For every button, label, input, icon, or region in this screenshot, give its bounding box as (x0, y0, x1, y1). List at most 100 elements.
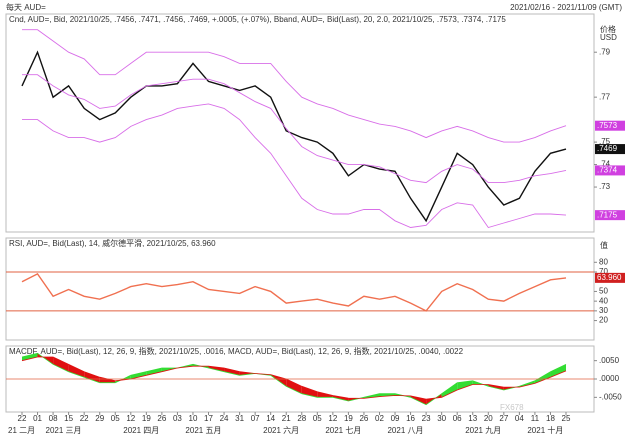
x-tick-label: 19 (142, 414, 151, 423)
y-tick-label: .74 (599, 160, 611, 169)
x-tick-label: 04 (515, 414, 524, 423)
value-marker (595, 210, 625, 221)
x-tick-label: 09 (391, 414, 400, 423)
macd-fill (488, 384, 504, 390)
value-marker (595, 144, 625, 155)
macd-fill (301, 386, 318, 398)
series-line (22, 74, 567, 184)
x-tick-label: 13 (468, 414, 477, 423)
x-tick-label: 05 (111, 414, 120, 423)
value-marker (595, 165, 625, 176)
x-tick-label: 26 (157, 414, 166, 423)
x-tick-label: 30 (437, 414, 446, 423)
x-tick-label: 02 (375, 414, 384, 423)
x-tick-label: 29 (95, 414, 104, 423)
series-line (21, 273, 567, 312)
month-label: 2021 八月 (387, 426, 423, 435)
macd-fill (317, 391, 333, 398)
x-tick-label: 05 (313, 414, 322, 423)
value-marker-label: 63.960 (597, 273, 622, 282)
macd-fill (68, 364, 85, 378)
value-marker (595, 120, 625, 131)
macd-fill (84, 371, 100, 383)
y-tick-label: .79 (599, 47, 611, 56)
x-tick-label: 25 (562, 414, 571, 423)
x-tick-label: 10 (189, 414, 198, 423)
x-tick-label: 08 (49, 414, 58, 423)
series-line (22, 103, 567, 229)
panel (5, 237, 595, 341)
macd-fill (239, 371, 256, 376)
y-tick-label: 40 (599, 296, 608, 305)
series-line (22, 29, 567, 143)
x-tick-label: 11 (531, 414, 540, 423)
x-tick-label: 12 (126, 414, 135, 423)
panel (5, 13, 595, 233)
y-tick-label: .73 (599, 182, 611, 191)
macd-fill (550, 364, 566, 378)
month-label: 2021 四月 (123, 426, 159, 435)
x-tick-label: 18 (546, 414, 555, 423)
month-label: 2021 六月 (263, 425, 299, 435)
series-line (21, 352, 567, 406)
x-tick-label: 12 (328, 414, 337, 423)
value-marker-label: .7175 (597, 210, 618, 219)
unit: USD (600, 33, 617, 42)
x-tick-label: 07 (251, 414, 260, 423)
x-tick-label: 16 (406, 414, 415, 423)
y-tick-label: 50 (599, 287, 608, 296)
macd-fill (130, 371, 147, 379)
unit: 值 (600, 240, 608, 250)
month-label: 21 二月 (8, 426, 35, 435)
month-label: 2021 十月 (527, 425, 563, 435)
macd-fill (99, 377, 116, 383)
macd-fill (534, 371, 551, 384)
x-tick-label: 14 (266, 414, 275, 423)
x-tick-label: 21 (282, 414, 291, 423)
x-tick-label: 06 (453, 414, 462, 423)
x-tick-label: 17 (204, 414, 213, 423)
month-label: 2021 九月 (465, 426, 501, 435)
y-tick-label: 80 (599, 257, 608, 266)
macd-fill (441, 382, 458, 398)
macd-fill (379, 393, 396, 397)
month-label: 2021 五月 (185, 426, 221, 435)
unit: 价格 (600, 24, 616, 34)
series-line (21, 50, 567, 223)
x-tick-label: 19 (344, 414, 353, 423)
x-tick-label: 26 (359, 414, 368, 423)
value-marker-label: .7573 (597, 121, 618, 130)
y-tick-label: .0050 (599, 356, 620, 365)
series-line (21, 356, 567, 400)
x-tick-label: 15 (64, 414, 73, 423)
value-marker-label: .7374 (597, 166, 618, 175)
x-tick-label: 31 (235, 414, 244, 423)
macd-fill (332, 395, 349, 401)
x-tick-label: 01 (33, 414, 42, 423)
x-tick-label: 03 (173, 414, 182, 423)
x-tick-label: 20 (484, 414, 493, 423)
watermark: FX678 (500, 403, 524, 412)
panel-legend: MACDF, AUD=, Bid(Last), 12, 26, 9, 指数, 2… (9, 346, 464, 356)
y-tick-label: 30 (599, 306, 608, 315)
x-tick-label: 24 (220, 414, 229, 423)
macd-fill (22, 353, 38, 361)
macd-fill (224, 368, 240, 376)
x-tick-label: 22 (80, 414, 89, 423)
panel-legend: Cnd, AUD=, Bid, 2021/10/25, .7456, .7471… (9, 15, 506, 24)
macd-fill (53, 357, 69, 372)
y-tick-label: -.0050 (599, 392, 622, 401)
x-tick-label: 28 (297, 414, 306, 423)
macd-fill (146, 368, 162, 376)
x-tick-label: 22 (18, 414, 27, 423)
macd-fill (286, 379, 302, 394)
y-tick-label: .77 (599, 92, 611, 101)
macd-fill (208, 366, 225, 372)
value-marker-label: .7469 (597, 144, 618, 153)
date-range: 2021/02/16 - 2021/11/09 (GMT) (510, 3, 622, 12)
y-tick-label: .75 (599, 137, 611, 146)
x-tick-label: 23 (422, 414, 431, 423)
month-label: 2021 七月 (325, 426, 361, 435)
